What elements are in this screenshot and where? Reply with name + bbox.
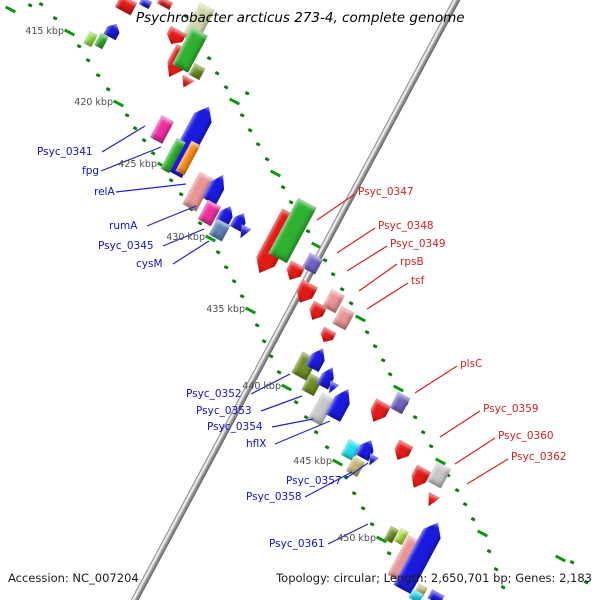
scale-tick-label: 450 kbp <box>337 533 376 544</box>
leader-line-Psyc_0360 <box>454 437 496 465</box>
gene-label-Psyc_0341: Psyc_0341 <box>37 146 93 158</box>
leader-line-Psyc_0348 <box>336 227 376 254</box>
scale-tick-label: 435 kbp <box>206 304 245 315</box>
leader-line-Psyc_0357 <box>344 462 369 480</box>
gene-label-relA: relA <box>94 186 115 198</box>
scale-tick-label: 430 kbp <box>166 232 205 243</box>
gene-label-plsC: plsC <box>460 358 483 370</box>
scale-tick-label: 440 kbp <box>242 381 281 392</box>
leader-line-Psyc_0341 <box>101 125 146 153</box>
leader-line-Psyc_0345 <box>162 228 205 247</box>
gene-label-Psyc_0358: Psyc_0358 <box>246 491 302 503</box>
leader-line-Psyc_0352 <box>250 373 291 395</box>
scale-tick-label: 415 kbp <box>25 26 64 37</box>
gene-label-Psyc_0345: Psyc_0345 <box>98 240 154 252</box>
leader-line-Psyc_0354 <box>271 418 314 428</box>
scale-tick-label: 445 kbp <box>293 456 332 467</box>
leader-line-fpg <box>100 146 162 172</box>
leader-line-rumA <box>146 205 197 227</box>
leader-line-hflX <box>274 420 331 445</box>
gene-label-Psyc_0359: Psyc_0359 <box>483 403 539 415</box>
gene-label-rumA: rumA <box>109 220 138 232</box>
gene-label-Psyc_0354: Psyc_0354 <box>207 421 263 433</box>
chart-title: Psychrobacter arcticus 273-4, complete g… <box>136 10 465 26</box>
gene-label-cysM: cysM <box>136 258 163 270</box>
gene-label-tsf: tsf <box>411 275 425 287</box>
leader-line-rpsB <box>358 263 398 292</box>
gene-label-Psyc_0348: Psyc_0348 <box>378 220 434 232</box>
leader-line-plsC <box>414 365 458 394</box>
topology-text: Topology: circular; Length: 2,650,701 bp… <box>276 571 592 585</box>
scale-tick-label: 420 kbp <box>74 97 113 108</box>
leader-line-Psyc_0347 <box>316 193 356 221</box>
gene-label-Psyc_0362: Psyc_0362 <box>511 451 567 463</box>
gene-label-Psyc_0357: Psyc_0357 <box>286 475 342 487</box>
accession-text: Accession: NC_007204 <box>8 571 139 585</box>
leader-line-Psyc_0359 <box>439 410 481 438</box>
gene-label-hflX: hflX <box>246 438 267 450</box>
leader-line-relA <box>115 183 187 193</box>
leader-line-cysM <box>172 240 210 265</box>
gene-label-Psyc_0360: Psyc_0360 <box>498 430 554 442</box>
leader-line-Psyc_0349 <box>346 245 388 272</box>
gene-label-Psyc_0361: Psyc_0361 <box>269 538 325 550</box>
scale-tick-label: 425 kbp <box>118 159 157 170</box>
leader-line-Psyc_0361 <box>327 523 369 545</box>
gene-label-Psyc_0352: Psyc_0352 <box>186 388 242 400</box>
gene-label-rpsB: rpsB <box>400 256 424 268</box>
gene-label-Psyc_0347: Psyc_0347 <box>358 186 414 198</box>
leader-line-Psyc_0362 <box>466 458 509 485</box>
gene-label-fpg: fpg <box>82 165 100 177</box>
gene-label-Psyc_0349: Psyc_0349 <box>390 238 446 250</box>
leader-line-tsf <box>366 282 409 310</box>
leader-line-Psyc_0358 <box>304 471 353 498</box>
leader-line-Psyc_0353 <box>260 395 303 412</box>
gene-label-Psyc_0353: Psyc_0353 <box>196 405 252 417</box>
